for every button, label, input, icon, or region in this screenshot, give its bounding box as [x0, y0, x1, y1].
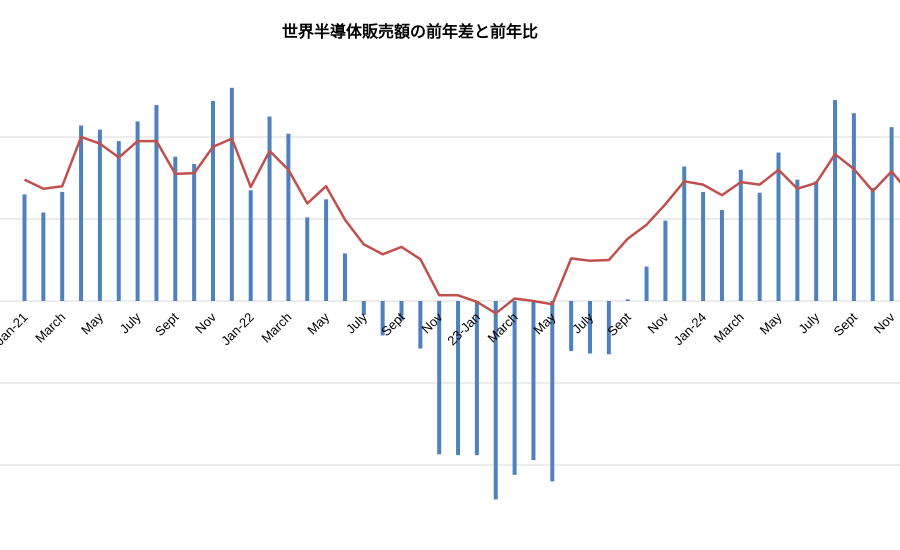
ratio-line — [23, 135, 900, 315]
x-tick-label: Nov — [192, 309, 219, 336]
bar — [474, 301, 479, 456]
bar — [41, 212, 46, 301]
bar — [399, 301, 404, 321]
x-tick-label: May — [757, 309, 785, 337]
bar — [418, 301, 423, 349]
bar — [493, 301, 498, 500]
x-tick-label: Nov — [871, 309, 898, 336]
bar — [305, 217, 310, 301]
bar — [22, 194, 27, 301]
bar — [456, 301, 461, 456]
bar — [154, 105, 159, 302]
bar — [380, 301, 385, 336]
x-tick-label: July — [795, 309, 822, 336]
bar — [324, 199, 329, 301]
bar — [757, 192, 762, 301]
x-tick-label: May — [78, 309, 106, 337]
chart-title: 世界半導体販売額の前年差と前年比 — [281, 22, 538, 41]
bar — [173, 156, 178, 301]
bar — [550, 301, 555, 482]
x-tick-label: Jan-24 — [671, 310, 710, 349]
bar — [833, 100, 838, 301]
bar — [97, 129, 102, 301]
bar — [267, 116, 272, 301]
x-tick-label: July — [117, 309, 144, 336]
bar — [286, 133, 291, 301]
bar — [606, 301, 611, 355]
bar — [361, 301, 366, 315]
bar-series — [22, 87, 894, 500]
bar — [701, 191, 706, 301]
x-tick-label: Nov — [645, 309, 672, 336]
bar — [512, 301, 517, 475]
grid-layer — [0, 136, 900, 466]
bar — [135, 121, 140, 301]
bar — [795, 179, 800, 301]
bar — [211, 100, 215, 301]
line-series — [23, 135, 900, 315]
x-tick-label: March — [258, 310, 294, 346]
bar — [644, 266, 649, 301]
x-tick-label: March — [711, 310, 747, 346]
bar — [776, 152, 781, 301]
bar — [192, 164, 197, 301]
bar — [588, 301, 592, 354]
bar — [719, 209, 724, 301]
x-tick-label: Sept — [152, 309, 182, 339]
bar — [738, 169, 743, 301]
x-tick-label: July — [343, 309, 370, 336]
bar — [116, 141, 121, 301]
bar — [437, 301, 442, 455]
x-tick-label: May — [304, 309, 332, 337]
bar — [814, 181, 819, 301]
bar — [851, 113, 856, 301]
bar — [229, 87, 234, 301]
bar — [870, 187, 875, 301]
x-tick-label: Sept — [830, 309, 860, 339]
bar — [248, 190, 253, 301]
bar — [889, 127, 894, 301]
x-tick-label: Nov — [418, 309, 445, 336]
x-tick-label: March — [32, 310, 68, 346]
bar — [342, 253, 347, 301]
x-tick-label: July — [569, 309, 596, 336]
bar — [682, 166, 687, 301]
bar — [663, 220, 668, 301]
bar — [79, 125, 84, 302]
bar — [531, 301, 536, 461]
bar — [60, 191, 65, 301]
x-tick-label: Jan-21 — [0, 310, 31, 349]
bar — [625, 299, 630, 301]
x-tick-label: Jan-22 — [218, 310, 257, 349]
bar — [569, 301, 574, 352]
